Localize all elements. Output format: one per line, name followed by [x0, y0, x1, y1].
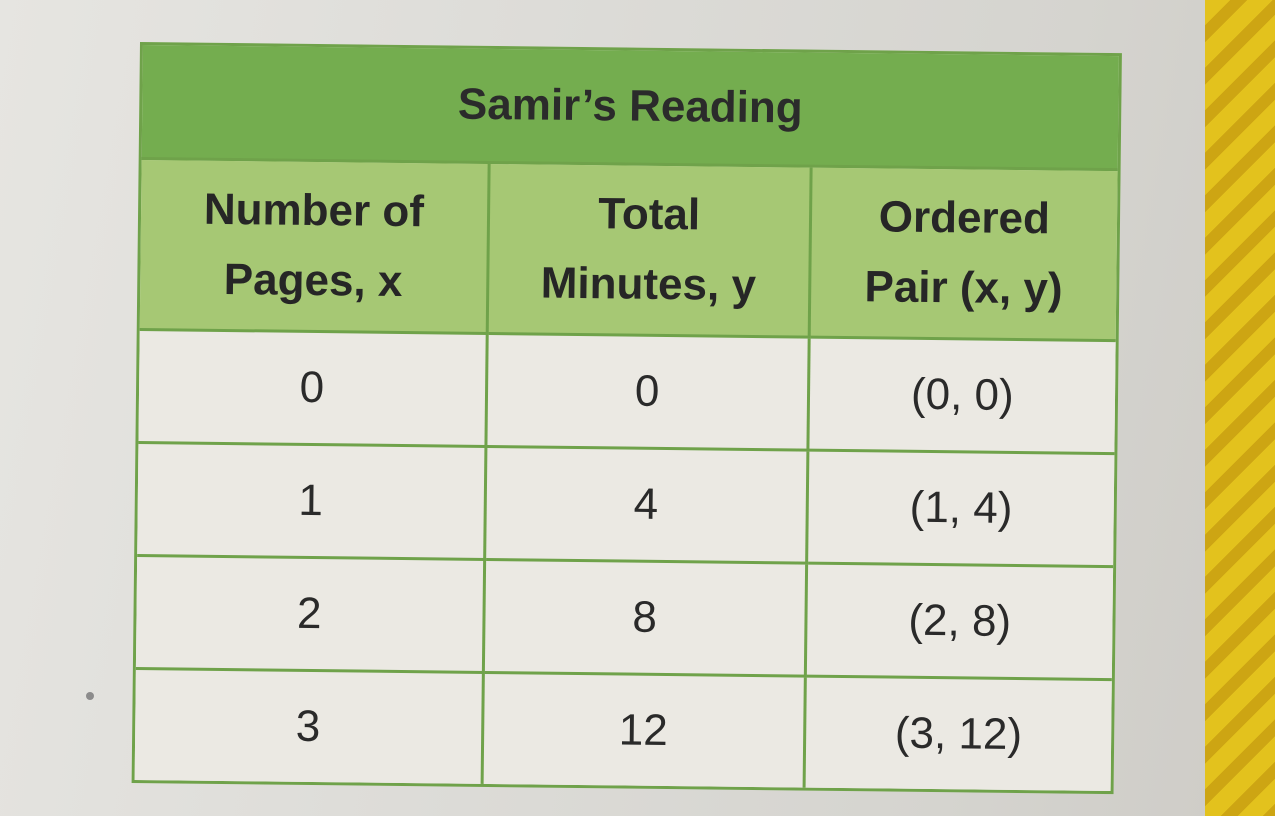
cell-minutes: 12	[481, 672, 805, 788]
header-ordered-pair-line1: Ordered	[878, 192, 1051, 243]
header-minutes-line2: Minutes, y	[540, 258, 757, 311]
cell-minutes: 8	[482, 559, 807, 677]
samirs-reading-table: Samir’s Reading Number of Pages, x Total…	[131, 42, 1122, 795]
table-row: 0 0 (0, 0)	[138, 329, 1116, 454]
header-minutes: Total Minutes, y	[486, 163, 811, 338]
header-ordered-pair-line2: Pair (x, y)	[864, 262, 1063, 314]
cell-pages: 0	[138, 329, 487, 447]
cell-ordered-pair: (2, 8)	[804, 563, 1114, 680]
header-pages: Number of Pages, x	[139, 160, 489, 334]
page-dot	[86, 692, 94, 700]
header-minutes-line1: Total	[597, 188, 701, 239]
cell-pages: 1	[137, 442, 486, 560]
cell-ordered-pair: (3, 12)	[803, 676, 1112, 792]
header-row: Number of Pages, x Total Minutes, y Orde…	[139, 160, 1118, 341]
table-row: 1 4 (1, 4)	[137, 442, 1115, 567]
table-row: 3 12 (3, 12)	[134, 668, 1112, 792]
data-table: Number of Pages, x Total Minutes, y Orde…	[134, 160, 1118, 792]
cell-pages: 3	[134, 668, 483, 784]
header-pages-line1: Number of	[203, 184, 425, 236]
cell-minutes: 4	[484, 446, 808, 564]
cell-ordered-pair: (1, 4)	[806, 450, 1115, 567]
table-row: 2 8 (2, 8)	[135, 555, 1114, 680]
cell-pages: 2	[135, 555, 485, 673]
header-ordered-pair: Ordered Pair (x, y)	[808, 167, 1118, 341]
cell-ordered-pair: (0, 0)	[807, 337, 1116, 454]
book-edge-stripes	[1205, 0, 1275, 816]
cell-minutes: 0	[485, 333, 809, 451]
table-title: Samir’s Reading	[141, 45, 1119, 172]
header-pages-line2: Pages, x	[223, 254, 403, 306]
